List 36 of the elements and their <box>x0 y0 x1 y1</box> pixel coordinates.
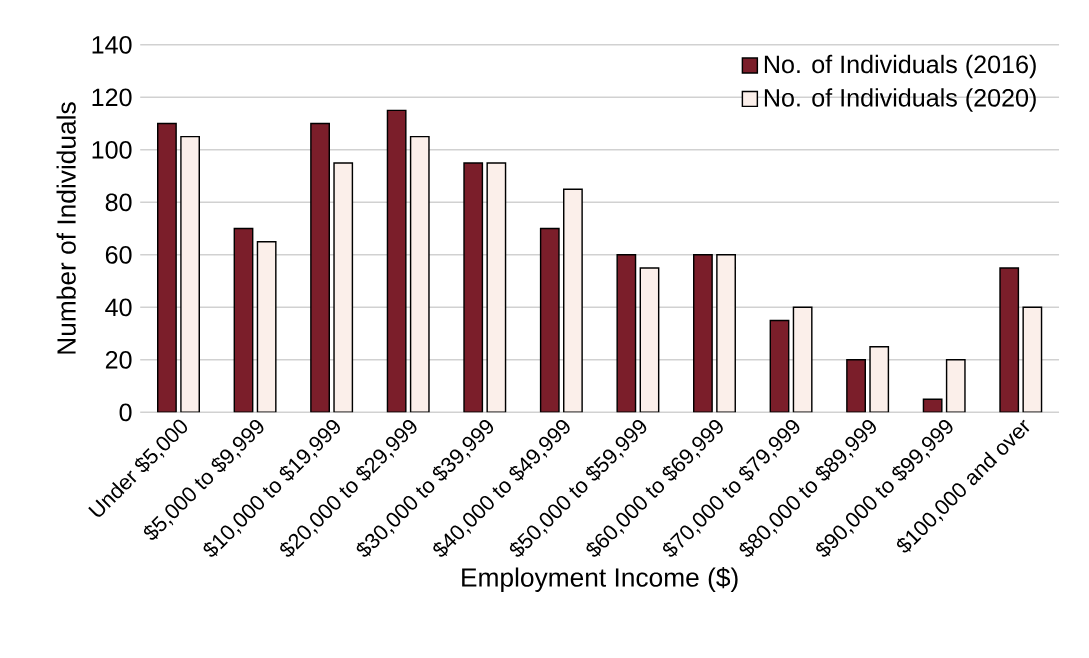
bar <box>386 109 407 413</box>
bar <box>616 254 637 413</box>
bar <box>486 162 507 413</box>
bar <box>693 254 713 413</box>
bar <box>563 188 583 413</box>
bar <box>945 359 966 413</box>
bar <box>539 227 560 413</box>
bar <box>409 135 430 413</box>
bar <box>1022 306 1043 413</box>
bar <box>922 398 943 413</box>
bar <box>233 227 254 413</box>
y-tick-label: 60 <box>105 245 132 264</box>
y-tick-label: 140 <box>92 35 132 54</box>
y-tick-label: 40 <box>105 298 132 317</box>
y-axis-title: Number of Individuals <box>56 102 76 354</box>
y-tick-label: 20 <box>105 350 132 369</box>
y-tick-label: 120 <box>92 88 132 107</box>
y-tick-label: 100 <box>92 140 132 159</box>
legend-label: No. of Individuals (2016) <box>764 54 1036 79</box>
bar <box>333 162 354 413</box>
bar <box>792 306 813 413</box>
bar <box>639 267 660 413</box>
bar <box>463 162 484 413</box>
bar <box>869 345 890 413</box>
x-axis-title: Employment Income ($) <box>462 567 738 592</box>
bar <box>846 359 866 413</box>
bar <box>180 135 200 413</box>
bar <box>716 254 736 413</box>
bar <box>310 122 330 413</box>
bar <box>157 122 177 413</box>
bar <box>769 319 790 413</box>
bar <box>999 267 1020 413</box>
y-tick-label: 80 <box>105 193 132 212</box>
y-tick-label: 0 <box>119 403 132 422</box>
legend-label: No. of Individuals (2020) <box>764 88 1036 112</box>
bar <box>256 240 277 413</box>
